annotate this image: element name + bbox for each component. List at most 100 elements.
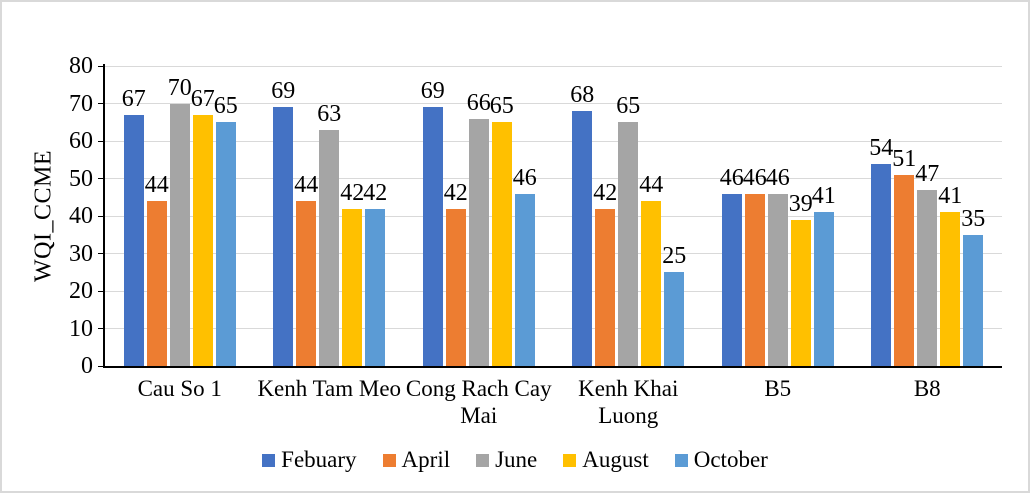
y-tick-label: 60 xyxy=(69,128,93,154)
y-tick-label: 30 xyxy=(69,240,93,267)
legend-item-june: June xyxy=(476,447,537,473)
bar-april-3 xyxy=(445,208,466,366)
bar-april-4 xyxy=(595,208,616,366)
bar-value-label: 65 xyxy=(489,93,514,120)
bar-value-label: 66 xyxy=(466,89,491,116)
bar-october-5 xyxy=(813,212,834,366)
bar-value-label: 46 xyxy=(719,164,744,191)
bar-febuary-4 xyxy=(572,111,593,366)
bar-value-label: 68 xyxy=(570,82,595,108)
legend-item-october: October xyxy=(674,447,768,473)
bar-febuary-5 xyxy=(721,193,742,366)
x-category-label: Cong Rach Cay Mai xyxy=(405,376,552,428)
y-tick-label: 10 xyxy=(69,315,93,342)
bar-june-6 xyxy=(917,189,938,366)
gridline xyxy=(105,328,1002,329)
y-axis-tick xyxy=(98,103,103,104)
bar-value-label: 65 xyxy=(213,93,238,120)
legend: Febuary April June August October xyxy=(2,445,1028,475)
bar-august-5 xyxy=(790,219,811,366)
y-axis-tick xyxy=(98,253,103,254)
gridline xyxy=(105,253,1002,254)
y-axis-tick xyxy=(98,290,103,292)
legend-item-august: August xyxy=(563,447,649,473)
y-tick-label: 0 xyxy=(81,353,93,379)
legend-label: August xyxy=(582,447,649,472)
y-axis-tick xyxy=(98,328,103,329)
y-tick-label: 50 xyxy=(69,165,93,192)
bar-value-label: 39 xyxy=(788,190,813,217)
bar-febuary-2 xyxy=(273,107,294,366)
bar-april-2 xyxy=(296,201,317,366)
gridline xyxy=(105,215,1002,217)
bar-febuary-1 xyxy=(123,114,144,366)
legend-label: June xyxy=(495,447,538,472)
bar-june-4 xyxy=(618,122,639,366)
y-tick-label: 70 xyxy=(69,90,93,117)
legend-swatch-icon xyxy=(476,453,490,467)
x-category-label: Kenh Khai Luong xyxy=(578,376,679,428)
bar-october-6 xyxy=(963,234,984,366)
bar-value-label: 42 xyxy=(340,179,365,206)
bar-value-label: 54 xyxy=(869,134,894,161)
bar-august-4 xyxy=(641,201,662,366)
y-axis-tick xyxy=(98,65,103,67)
legend-swatch-icon xyxy=(382,453,396,467)
bar-value-label: 46 xyxy=(765,164,790,191)
y-axis-tick xyxy=(98,215,103,217)
bar-value-label: 44 xyxy=(294,172,319,198)
legend-swatch-icon xyxy=(262,453,276,467)
bar-april-6 xyxy=(894,174,915,366)
y-axis-tick xyxy=(98,140,103,142)
x-category-label: B5 xyxy=(764,376,792,401)
gridline xyxy=(105,103,1002,104)
bar-value-label: 67 xyxy=(190,85,215,112)
legend-label: April xyxy=(401,447,451,472)
gridline xyxy=(105,140,1002,142)
bar-april-1 xyxy=(146,201,167,366)
bar-value-label: 46 xyxy=(742,164,767,191)
gridline xyxy=(105,65,1002,67)
bar-october-2 xyxy=(365,208,386,366)
legend-label: October xyxy=(693,447,768,472)
bar-febuary-3 xyxy=(422,107,443,366)
gridline xyxy=(105,178,1002,179)
bar-value-label: 44 xyxy=(144,172,169,198)
y-tick-label: 80 xyxy=(69,53,93,79)
bar-value-label: 42 xyxy=(593,179,618,206)
bar-value-label: 42 xyxy=(363,179,388,206)
bar-value-label: 35 xyxy=(961,205,986,232)
bar-value-label: 65 xyxy=(616,93,641,120)
bar-value-label: 70 xyxy=(167,74,192,101)
x-axis-line xyxy=(103,366,1002,368)
bar-value-label: 42 xyxy=(443,179,468,206)
gridline xyxy=(105,290,1002,292)
y-tick-label: 40 xyxy=(69,203,93,229)
bar-april-5 xyxy=(744,193,765,366)
x-category-label: Cau So 1 xyxy=(137,376,222,401)
bar-value-label: 44 xyxy=(639,172,664,198)
legend-swatch-icon xyxy=(674,453,688,467)
bar-august-6 xyxy=(940,212,961,366)
bar-june-5 xyxy=(767,193,788,366)
x-category-label: B8 xyxy=(913,376,941,401)
bar-august-2 xyxy=(342,208,363,366)
bar-value-label: 51 xyxy=(892,145,917,172)
bar-value-label: 46 xyxy=(512,164,537,191)
bar-value-label: 41 xyxy=(938,183,963,210)
bar-value-label: 67 xyxy=(121,85,146,112)
bar-june-1 xyxy=(169,103,190,366)
y-axis-tick xyxy=(98,365,103,367)
bar-june-2 xyxy=(319,129,340,366)
x-category-label: Kenh Tam Meo xyxy=(257,376,402,401)
bar-october-1 xyxy=(215,122,236,366)
bar-june-3 xyxy=(468,118,489,366)
bar-october-4 xyxy=(664,272,685,366)
bar-value-label: 41 xyxy=(811,183,836,210)
legend-swatch-icon xyxy=(563,453,577,467)
y-tick-label: 20 xyxy=(69,278,93,304)
bar-august-1 xyxy=(192,114,213,366)
bar-value-label: 25 xyxy=(662,243,687,270)
legend-item-april: April xyxy=(382,447,451,473)
